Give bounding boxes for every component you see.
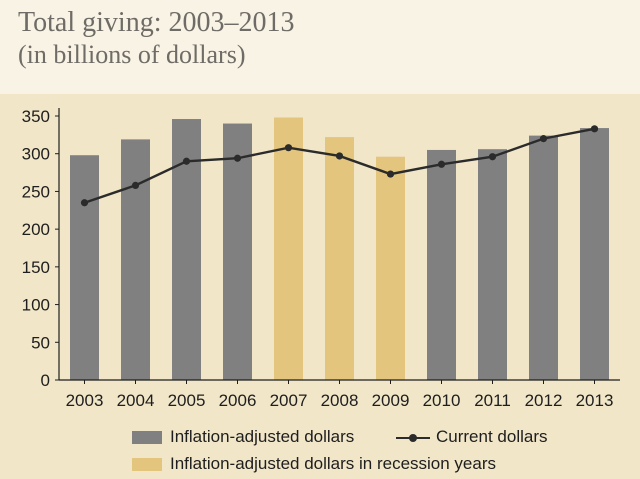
x-tick-label-2013: 2013: [576, 391, 614, 410]
bar-2006: [223, 123, 252, 381]
bar-2011: [478, 149, 507, 380]
x-tick-label-2007: 2007: [270, 391, 308, 410]
chart-svg: 0 50 100 150 200 250 300 350 2003 2004 2005 2006 200…: [22, 107, 620, 410]
legend-label-inflation: Inflation-adjusted dollars: [170, 427, 355, 446]
current-dollars-point-2003: [80, 199, 89, 207]
current-dollars-point-2013: [590, 125, 599, 133]
x-tick-label-2011: 2011: [474, 391, 511, 410]
current-dollars-point-2005: [182, 157, 191, 165]
chart-title: Total giving: 2003–2013: [18, 7, 295, 38]
y-tick-label-0: 0: [41, 371, 50, 390]
legend-item-recession: Inflation-adjusted dollars in recession …: [132, 453, 496, 475]
y-tick-label-200: 200: [22, 220, 50, 239]
legend-item-inflation: Inflation-adjusted dollars: [132, 426, 354, 448]
legend-swatch-inflation: [132, 430, 162, 444]
chart-subtitle: (in billions of dollars): [18, 40, 246, 69]
current-dollars-point-2011: [488, 153, 497, 161]
x-tick-label-2006: 2006: [219, 391, 257, 410]
bar-2008: [325, 137, 354, 380]
x-tick-label-2009: 2009: [372, 391, 410, 410]
current-dollars-point-2008: [335, 152, 344, 160]
current-dollars-point-2007: [284, 144, 293, 152]
x-tick-label-2005: 2005: [168, 391, 206, 410]
y-tick-label-150: 150: [22, 258, 50, 277]
y-tick-label-50: 50: [31, 333, 50, 352]
x-tick-label-2004: 2004: [117, 391, 155, 410]
bar-2003: [70, 155, 99, 380]
bar-2009: [376, 156, 405, 380]
y-tick-label-300: 300: [22, 145, 50, 164]
legend-item-current: Current dollars: [396, 426, 548, 448]
current-dollars-point-2010: [437, 160, 446, 168]
x-tick-label-2012: 2012: [525, 391, 563, 410]
y-tick-label-100: 100: [22, 296, 50, 315]
current-dollars-point-2006: [233, 154, 242, 162]
bar-2010: [427, 149, 456, 380]
legend-label-recession: Inflation-adjusted dollars in recession …: [170, 454, 497, 473]
legend-swatch-current: [396, 431, 430, 444]
x-tick-label-2003: 2003: [66, 391, 104, 410]
current-dollars-point-2012: [539, 135, 548, 143]
x-tick-label-2008: 2008: [321, 391, 359, 410]
current-dollars-point-2004: [131, 181, 140, 189]
current-dollars-point-2009: [386, 170, 395, 178]
y-tick-label-250: 250: [22, 182, 50, 201]
y-tick-label-350: 350: [22, 107, 50, 126]
bar-2012: [529, 135, 558, 380]
legend-swatch-recession: [132, 457, 162, 471]
x-tick-label-2010: 2010: [423, 391, 461, 410]
legend: Inflation-adjusted dollars Current dolla…: [0, 420, 640, 479]
bar-2004: [121, 139, 150, 380]
bar-2007: [274, 117, 303, 380]
bar-2013: [580, 128, 609, 380]
legend-label-current: Current dollars: [436, 427, 548, 446]
title-block: Total giving: 2003–2013 (in billions of …: [18, 6, 294, 70]
